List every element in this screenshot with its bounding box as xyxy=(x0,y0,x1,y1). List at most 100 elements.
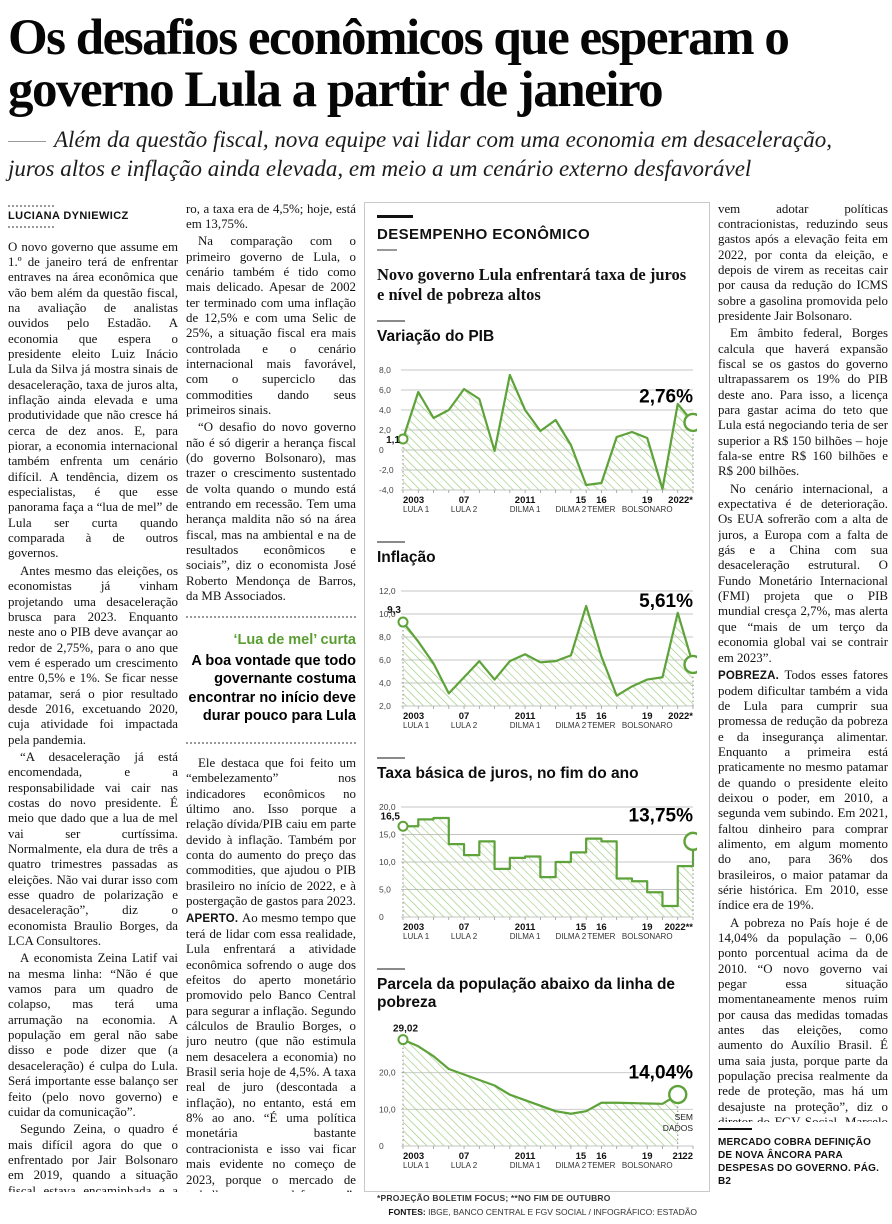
kicker-dash xyxy=(377,214,413,218)
first-point-marker xyxy=(397,616,409,628)
pull-quote-text: A boa vontade que todo governante costum… xyxy=(188,652,356,725)
chart-area xyxy=(403,605,693,706)
text-column-1: LUCIANA DYNIEWICZ O novo governo que ass… xyxy=(8,202,178,1192)
last-point-marker xyxy=(683,412,703,432)
svg-text:2,0: 2,0 xyxy=(379,425,391,435)
svg-text:21: 21 xyxy=(672,1151,683,1162)
svg-text:LULA 2: LULA 2 xyxy=(451,1161,478,1170)
svg-text:16: 16 xyxy=(596,1151,607,1162)
chart-footnote: *PROJEÇÃO BOLETIM FOCUS; **NO FIM DE OUT… xyxy=(377,1192,611,1203)
svg-text:-4,0: -4,0 xyxy=(379,485,394,495)
svg-text:20,0: 20,0 xyxy=(379,1067,396,1077)
paragraph: Na comparação com o primeiro governo de … xyxy=(186,234,356,417)
svg-text:15: 15 xyxy=(576,495,587,506)
last-point-marker xyxy=(683,654,703,674)
chart-line xyxy=(402,604,695,697)
body-text: ro, a taxa era de 4,5%; hoje, está em 13… xyxy=(186,202,356,605)
related-story-text: MERCADO COBRA DEFINIÇÃO DE NOVA ÂNCORA P… xyxy=(718,1136,880,1187)
paragraph: Antes mesmo das eleições, os economistas… xyxy=(8,563,178,747)
svg-text:2003: 2003 xyxy=(403,495,424,506)
svg-text:2003: 2003 xyxy=(403,711,424,722)
paragraph: vem adotar políticas contracionistas, re… xyxy=(718,201,888,323)
svg-text:10,0: 10,0 xyxy=(379,1104,396,1114)
svg-text:07: 07 xyxy=(459,1151,470,1162)
paragraph: Segundo Zeina, o quadro é mais difícil a… xyxy=(8,1122,178,1192)
chart-title-pobreza: Parcela da população abaixo da linha de … xyxy=(377,975,676,1011)
first-point-marker xyxy=(397,433,409,445)
chart-title-juros: Taxa básica de juros, no fim do ano xyxy=(377,764,639,782)
svg-text:20,0: 20,0 xyxy=(379,802,396,812)
infographic-panel: DESEMPENHO ECONÔMICO Novo governo Lula e… xyxy=(364,201,710,1217)
last-point-marker xyxy=(668,1084,688,1105)
svg-text:19: 19 xyxy=(642,1151,653,1162)
svg-text:16,5: 16,5 xyxy=(381,811,401,822)
svg-text:19: 19 xyxy=(642,495,653,506)
svg-text:19: 19 xyxy=(642,922,653,933)
dotted-rule xyxy=(8,225,54,228)
paragraph-lead: POBREZA. xyxy=(718,669,785,682)
svg-text:15: 15 xyxy=(576,1151,587,1162)
svg-text:LULA 2: LULA 2 xyxy=(451,932,478,941)
chart-line xyxy=(403,816,695,907)
svg-text:14,04%: 14,04% xyxy=(629,1062,694,1083)
dotted-rule xyxy=(8,204,54,207)
paragraph: Ele destaca que foi feito um “embelezame… xyxy=(186,755,356,908)
svg-text:6,0: 6,0 xyxy=(379,655,391,665)
body-text: O novo governo que assume em 1.º de jane… xyxy=(8,240,178,1192)
svg-text:LULA 1: LULA 1 xyxy=(403,1161,430,1170)
chart-divider xyxy=(377,967,405,970)
chart-divider xyxy=(377,756,405,759)
subheadline: Além da questão fiscal, nova equipe vai … xyxy=(8,126,884,184)
chart-line xyxy=(402,1038,679,1115)
svg-text:2022**: 2022** xyxy=(664,922,693,933)
svg-text:2011: 2011 xyxy=(515,495,536,506)
byline-block: LUCIANA DYNIEWICZ xyxy=(8,204,178,228)
paragraph-lead: APERTO. xyxy=(186,913,242,926)
text-column-2: ro, a taxa era de 4,5%; hoje, está em 13… xyxy=(186,202,356,1192)
chart-area xyxy=(403,817,693,917)
svg-text:TEMER: TEMER xyxy=(587,505,615,514)
svg-text:16: 16 xyxy=(596,711,607,722)
svg-text:2022*: 2022* xyxy=(668,711,693,722)
svg-text:2011: 2011 xyxy=(515,1151,536,1162)
svg-text:BOLSONARO: BOLSONARO xyxy=(622,932,673,941)
svg-text:16: 16 xyxy=(596,922,607,933)
chart-line xyxy=(401,373,694,490)
paragraph: POBREZA. Todos esses fatores podem dific… xyxy=(718,667,888,913)
pull-quote: ‘Lua de mel’ curta A boa vontade que tod… xyxy=(186,616,357,744)
pull-quote-title: ‘Lua de mel’ curta xyxy=(233,632,357,649)
svg-text:SEM: SEM xyxy=(675,1112,693,1122)
svg-text:2,76%: 2,76% xyxy=(639,386,693,407)
first-point-marker xyxy=(397,1033,409,1045)
svg-text:0: 0 xyxy=(379,912,384,922)
svg-text:DADOS: DADOS xyxy=(663,1123,694,1133)
svg-text:15: 15 xyxy=(576,711,587,722)
paragraph: A economista Zeina Latif vai na mesma li… xyxy=(8,951,178,1119)
sources-text: IBGE, BANCO CENTRAL E FGV SOCIAL / INFOG… xyxy=(425,1206,697,1217)
sources-label: FONTES: xyxy=(388,1206,426,1217)
last-point-marker xyxy=(683,831,703,851)
chart-sources: FONTES: IBGE, BANCO CENTRAL E FGV SOCIAL… xyxy=(377,1207,697,1217)
svg-text:TEMER: TEMER xyxy=(587,1161,615,1170)
svg-text:2,0: 2,0 xyxy=(379,701,391,711)
svg-text:1,1: 1,1 xyxy=(386,435,400,446)
svg-text:DILMA 1: DILMA 1 xyxy=(510,1161,541,1170)
svg-text:10,0: 10,0 xyxy=(379,857,396,867)
svg-text:07: 07 xyxy=(459,711,470,722)
svg-text:LULA 2: LULA 2 xyxy=(451,721,478,730)
svg-text:12,0: 12,0 xyxy=(379,586,396,596)
subhead-rule xyxy=(8,141,46,143)
svg-text:LULA 1: LULA 1 xyxy=(403,932,430,941)
svg-text:DILMA 1: DILMA 1 xyxy=(510,721,541,730)
svg-text:DILMA 2: DILMA 2 xyxy=(555,505,586,514)
svg-text:TEMER: TEMER xyxy=(587,932,615,941)
svg-text:29,02: 29,02 xyxy=(393,1023,418,1034)
paragraph: ro, a taxa era de 4,5%; hoje, está em 13… xyxy=(186,201,356,231)
paragraph: No cenário internacional, a expectativa … xyxy=(718,481,888,665)
paragraph: “A desaceleração já está encomendada, e … xyxy=(8,749,178,949)
svg-text:2011: 2011 xyxy=(515,922,536,933)
